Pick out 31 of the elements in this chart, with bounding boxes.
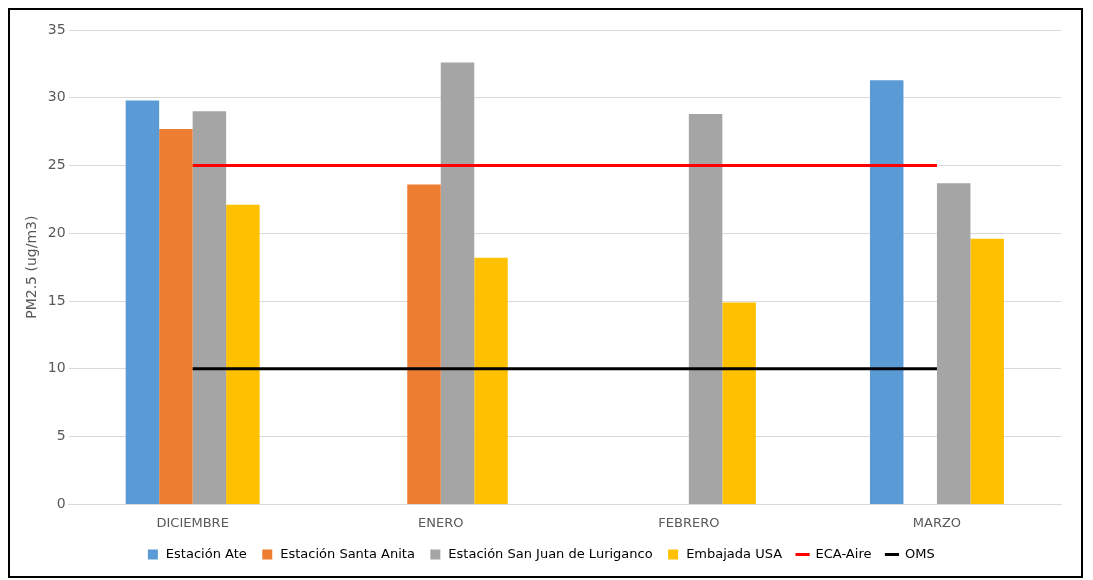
bar xyxy=(474,257,508,504)
y-tick-label: 5 xyxy=(56,427,66,444)
y-tick-label: 20 xyxy=(47,223,66,240)
x-tick-label: ENERO xyxy=(418,514,464,530)
y-tick-label: 35 xyxy=(47,20,66,37)
bar xyxy=(688,114,723,504)
bar xyxy=(192,111,227,504)
bar xyxy=(125,100,160,504)
y-axis-title: PM2.5 (ug/m3) xyxy=(23,215,40,319)
legend-label: Embajada USA xyxy=(686,545,783,561)
legend-label: Estación Ate xyxy=(165,545,247,561)
legend-label: OMS xyxy=(904,545,935,561)
y-tick-label: 0 xyxy=(56,495,66,512)
bar xyxy=(407,184,441,504)
bar xyxy=(226,204,260,504)
y-tick-label: 25 xyxy=(47,156,66,173)
y-tick-label: 10 xyxy=(47,359,66,376)
y-tick-label: 30 xyxy=(47,88,66,105)
bar xyxy=(869,80,904,504)
x-tick-label: DICIEMBRE xyxy=(156,514,229,530)
x-tick-label: MARZO xyxy=(912,514,962,530)
bar xyxy=(722,302,756,504)
legend-label: Estación Santa Anita xyxy=(280,545,415,561)
bar xyxy=(440,62,475,504)
bar xyxy=(936,183,971,504)
bar xyxy=(159,128,193,504)
legend-label: ECA-Aire xyxy=(815,545,872,561)
y-tick-label: 15 xyxy=(47,291,66,308)
bar xyxy=(970,238,1004,504)
legend-label: Estación San Juan de Luriganco xyxy=(448,545,653,561)
x-tick-label: FEBRERO xyxy=(658,514,720,530)
